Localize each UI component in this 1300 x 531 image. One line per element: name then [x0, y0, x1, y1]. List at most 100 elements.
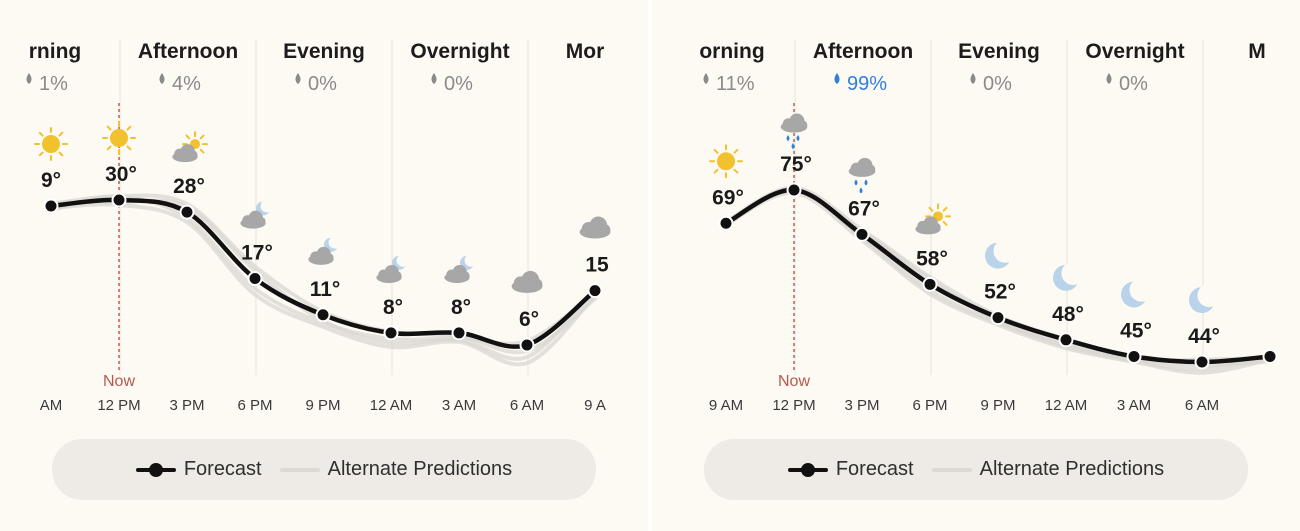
alternate-line-swatch [279, 467, 320, 472]
x-tick-label: 6 PM [912, 397, 947, 414]
chart-legend: Forecast Alternate Predictions [704, 439, 1248, 500]
precip-value: 0% [983, 73, 1012, 95]
rain-cloud-icon [848, 157, 876, 194]
period-title: orning [699, 40, 764, 63]
x-tick-label: 12 AM [370, 397, 413, 414]
forecast-point[interactable] [718, 215, 734, 231]
forecast-point[interactable] [383, 325, 399, 341]
precip-value: 99% [847, 73, 887, 95]
x-tick-label: 6 AM [510, 397, 544, 414]
raindrop-icon [1106, 73, 1112, 84]
forecast-panel-right: orning 11% Afternoon 99% Evening 0% Overnight 0… [652, 0, 1300, 531]
forecast-point[interactable] [247, 271, 263, 287]
precip-value: 11% [716, 73, 755, 95]
forecast-point[interactable] [43, 198, 59, 214]
moon-cloud-icon [308, 236, 342, 265]
temperature-label: 45° [1120, 319, 1152, 342]
forecast-point[interactable] [587, 283, 603, 299]
x-tick-label: 12 PM [97, 397, 140, 414]
period-title: Evening [958, 40, 1040, 63]
period-title: Mor [566, 40, 605, 63]
moon-icon [1121, 278, 1153, 308]
temperature-label: 58° [916, 247, 948, 270]
temperature-label: 75° [780, 153, 812, 176]
forecast-point[interactable] [315, 307, 331, 323]
alternate-line-swatch [931, 467, 972, 472]
precip-chance: 4% [159, 73, 201, 95]
x-tick-label: 12 PM [772, 397, 815, 414]
temperature-label: 44° [1188, 325, 1220, 348]
period-title: Afternoon [138, 40, 238, 63]
legend-forecast: Forecast [135, 458, 262, 481]
x-tick-label: 3 PM [844, 397, 879, 414]
partly-cloudy-icon [915, 203, 951, 235]
forecast-point[interactable] [1126, 348, 1142, 364]
raindrop-icon [26, 73, 32, 84]
x-tick-label: AM [40, 397, 63, 414]
cloud-icon [579, 216, 611, 239]
temperature-chart-right[interactable]: orning 11% Afternoon 99% Evening 0% Overnight 0… [652, 0, 1300, 430]
x-tick-label: 9 PM [980, 397, 1015, 414]
forecast-point[interactable] [854, 226, 870, 242]
raindrop-icon [703, 73, 709, 84]
precip-chance: 11% [703, 73, 755, 95]
forecast-point[interactable] [1262, 348, 1278, 364]
temperature-label: 9° [41, 169, 61, 192]
forecast-point[interactable] [451, 325, 467, 341]
precip-chance: 0% [431, 73, 473, 95]
temperature-label: 67° [848, 197, 880, 220]
period-title: Overnight [410, 40, 509, 63]
sun-icon [34, 127, 68, 162]
precip-value: 0% [444, 73, 473, 95]
precip-value: 0% [1119, 73, 1148, 95]
raindrop-icon [834, 73, 840, 84]
x-tick-label: 6 AM [1185, 397, 1219, 414]
precip-value: 4% [172, 73, 201, 95]
chart-legend: Forecast Alternate Predictions [52, 439, 596, 500]
raindrop-icon [970, 73, 976, 84]
precip-value: 1% [39, 73, 68, 95]
legend-alternate: Alternate Predictions [279, 458, 512, 481]
temperature-label: 11° [310, 278, 341, 301]
forecast-point[interactable] [1194, 354, 1210, 370]
legend-forecast-label: Forecast [183, 458, 262, 480]
forecast-point[interactable] [1058, 332, 1074, 348]
partly-cloudy-icon [172, 131, 208, 163]
now-label: Now [778, 373, 810, 390]
period-title: Overnight [1085, 40, 1184, 63]
temperature-chart-left[interactable]: rning 1% Afternoon 4% Evening 0% Overnight 0% Mo… [0, 0, 648, 430]
forecast-point[interactable] [786, 182, 802, 198]
forecast-point[interactable] [922, 276, 938, 292]
forecast-point[interactable] [179, 204, 195, 220]
moon-icon [1053, 261, 1085, 291]
temperature-label: 52° [984, 281, 1016, 304]
sun-icon [709, 144, 743, 179]
forecast-point[interactable] [519, 337, 535, 353]
period-title: M [1248, 40, 1266, 63]
x-tick-label: 3 AM [1117, 397, 1151, 414]
moon-cloud-icon [240, 199, 274, 229]
x-tick-label: 9 A [584, 397, 606, 414]
raindrop-icon [431, 73, 437, 84]
period-title: Evening [283, 40, 365, 63]
temperature-label: 30° [105, 163, 137, 186]
x-tick-label: 9 AM [709, 397, 743, 414]
x-tick-label: 9 PM [305, 397, 340, 414]
x-tick-label: 3 AM [442, 397, 476, 414]
forecast-point[interactable] [111, 192, 127, 208]
moon-icon [985, 239, 1017, 269]
x-tick-label: 12 AM [1045, 397, 1088, 414]
period-title: rning [29, 40, 82, 63]
temperature-label: 48° [1052, 303, 1084, 326]
moon-cloud-icon [376, 254, 410, 284]
temperature-label: 28° [173, 175, 205, 198]
forecast-point[interactable] [990, 310, 1006, 326]
precip-chance: 99% [834, 73, 887, 95]
legend-alternate-label: Alternate Predictions [979, 458, 1165, 480]
precip-chance: 1% [26, 73, 68, 95]
precip-chance: 0% [1106, 73, 1148, 95]
moon-cloud-icon [444, 254, 478, 284]
precip-chance: 0% [970, 73, 1012, 95]
alternate-prediction-line [49, 202, 597, 367]
moon-icon [1189, 283, 1221, 313]
